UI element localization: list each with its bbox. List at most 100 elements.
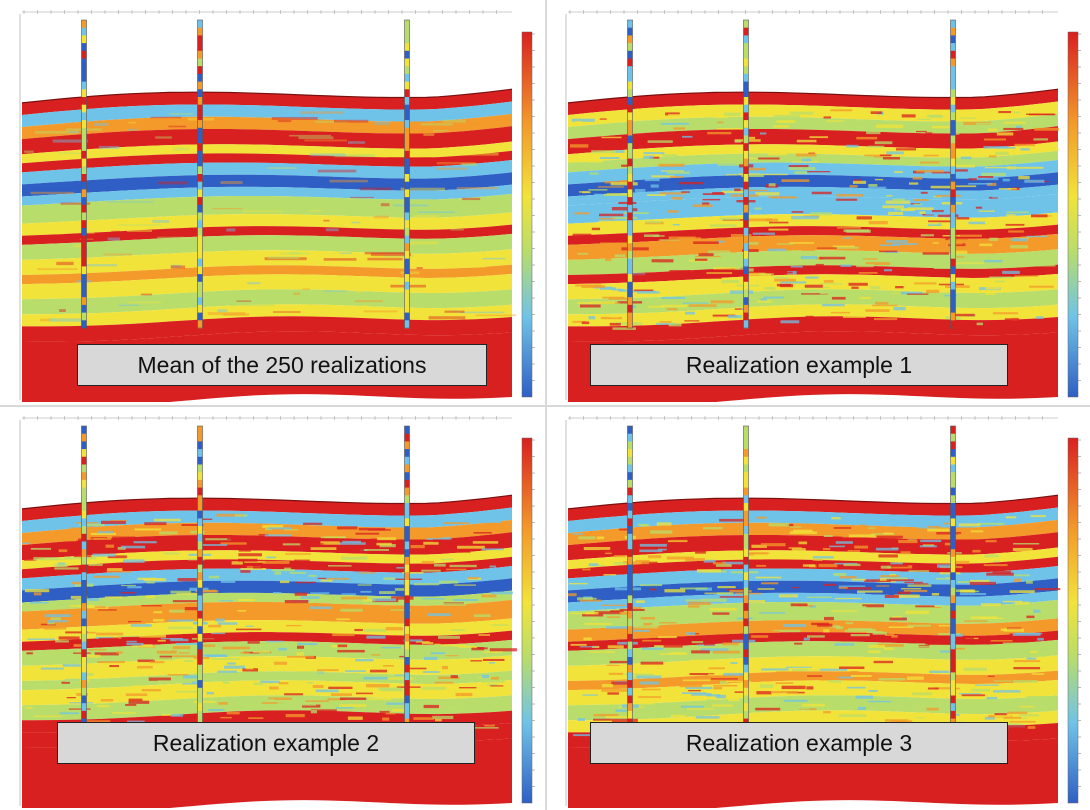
texture-streak bbox=[828, 680, 842, 683]
texture-streak bbox=[82, 654, 101, 658]
well-log-segment bbox=[627, 281, 633, 290]
well-log-segment bbox=[81, 312, 87, 321]
texture-streak bbox=[940, 556, 952, 559]
texture-streak bbox=[807, 635, 825, 638]
texture-streak bbox=[383, 577, 395, 580]
texture-streak bbox=[636, 291, 660, 294]
texture-streak bbox=[956, 217, 970, 220]
well-log-segment bbox=[81, 43, 87, 52]
texture-streak bbox=[766, 218, 778, 222]
caption-realization-1: Realization example 1 bbox=[590, 344, 1008, 386]
texture-streak bbox=[1018, 176, 1030, 180]
texture-streak bbox=[970, 616, 998, 619]
texture-streak bbox=[823, 116, 831, 119]
texture-streak bbox=[277, 702, 287, 705]
texture-streak bbox=[586, 633, 603, 636]
well-log-segment bbox=[404, 549, 410, 558]
texture-streak bbox=[749, 612, 762, 616]
texture-streak bbox=[347, 716, 363, 720]
texture-streak bbox=[612, 150, 625, 153]
texture-streak bbox=[284, 567, 292, 570]
texture-streak bbox=[201, 638, 218, 641]
texture-streak bbox=[375, 637, 394, 640]
texture-streak bbox=[665, 112, 680, 116]
texture-streak bbox=[659, 192, 687, 195]
texture-streak bbox=[337, 649, 365, 653]
texture-streak bbox=[218, 702, 228, 705]
texture-streak bbox=[906, 676, 924, 680]
texture-streak bbox=[623, 136, 630, 138]
texture-streak bbox=[1002, 642, 1025, 644]
texture-streak bbox=[998, 578, 1015, 581]
texture-streak bbox=[305, 700, 329, 702]
well-log-segment bbox=[743, 235, 749, 244]
texture-streak bbox=[661, 122, 689, 125]
texture-streak bbox=[423, 133, 435, 136]
texture-streak bbox=[790, 603, 808, 607]
texture-streak bbox=[866, 631, 884, 634]
texture-streak bbox=[934, 687, 960, 690]
texture-streak bbox=[107, 555, 127, 559]
well-log-segment bbox=[404, 633, 410, 643]
well-log-segment bbox=[627, 526, 633, 535]
texture-streak bbox=[709, 224, 737, 227]
texture-streak bbox=[874, 141, 893, 145]
well-log-segment bbox=[743, 664, 749, 673]
texture-streak bbox=[639, 549, 663, 553]
texture-streak bbox=[692, 204, 713, 208]
texture-streak bbox=[372, 720, 400, 723]
texture-streak bbox=[362, 598, 376, 602]
texture-streak bbox=[159, 655, 172, 659]
texture-streak bbox=[744, 218, 772, 222]
texture-streak bbox=[489, 527, 508, 530]
texture-streak bbox=[305, 527, 316, 530]
texture-streak bbox=[227, 662, 236, 665]
texture-streak bbox=[668, 236, 696, 240]
texture-streak bbox=[217, 309, 228, 313]
texture-streak bbox=[992, 571, 1011, 575]
texture-streak bbox=[40, 667, 64, 670]
texture-streak bbox=[689, 673, 715, 676]
texture-streak bbox=[748, 119, 766, 123]
texture-streak bbox=[925, 211, 949, 215]
well-log-segment bbox=[81, 526, 87, 535]
well-log-segment bbox=[743, 243, 749, 252]
texture-streak bbox=[862, 258, 878, 260]
texture-streak bbox=[925, 134, 939, 138]
well-log-segment bbox=[627, 181, 633, 190]
texture-streak bbox=[865, 262, 891, 265]
texture-streak bbox=[878, 678, 906, 681]
well-log-segment bbox=[743, 564, 749, 573]
well-log-segment bbox=[81, 595, 87, 604]
texture-streak bbox=[983, 138, 1006, 141]
well-log-segment bbox=[81, 641, 87, 650]
texture-streak bbox=[771, 691, 798, 694]
texture-streak bbox=[726, 680, 752, 683]
well-log-segment bbox=[950, 181, 956, 190]
well-log-segment bbox=[950, 472, 956, 481]
well-log-segment bbox=[627, 449, 633, 458]
texture-streak bbox=[920, 161, 940, 164]
texture-streak bbox=[643, 152, 665, 155]
texture-streak bbox=[146, 532, 156, 535]
texture-streak bbox=[886, 240, 908, 243]
well-log-segment bbox=[743, 166, 749, 175]
texture-streak bbox=[715, 563, 732, 567]
texture-streak bbox=[686, 632, 696, 635]
texture-streak bbox=[767, 248, 787, 252]
texture-streak bbox=[94, 575, 120, 578]
texture-streak bbox=[572, 233, 592, 237]
texture-streak bbox=[871, 304, 898, 307]
texture-streak bbox=[336, 618, 350, 621]
texture-streak bbox=[444, 310, 465, 313]
well-log-segment bbox=[81, 204, 87, 213]
texture-streak bbox=[855, 695, 873, 699]
well-log-segment bbox=[950, 710, 956, 720]
texture-streak bbox=[650, 530, 673, 534]
texture-streak bbox=[264, 257, 307, 261]
texture-streak bbox=[262, 560, 290, 564]
texture-streak bbox=[1037, 637, 1044, 641]
texture-streak bbox=[222, 681, 230, 684]
texture-streak bbox=[802, 703, 825, 707]
texture-streak bbox=[1030, 650, 1039, 653]
